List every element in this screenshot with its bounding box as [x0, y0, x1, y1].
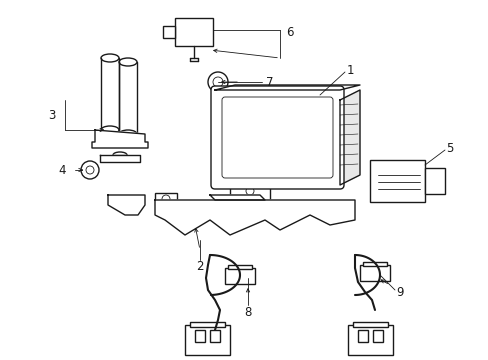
- Ellipse shape: [119, 130, 137, 138]
- Text: 7: 7: [265, 76, 273, 89]
- Circle shape: [86, 166, 94, 174]
- Text: 4: 4: [58, 163, 65, 176]
- Bar: [362, 262, 386, 266]
- Circle shape: [162, 195, 170, 203]
- Bar: [184, 325, 229, 355]
- Bar: [254, 204, 274, 214]
- Bar: [155, 193, 177, 205]
- Polygon shape: [155, 200, 354, 235]
- Polygon shape: [92, 130, 148, 148]
- Bar: [369, 160, 424, 202]
- Circle shape: [239, 122, 270, 154]
- Bar: [227, 265, 251, 269]
- Circle shape: [242, 125, 267, 151]
- Ellipse shape: [113, 152, 127, 158]
- Circle shape: [245, 187, 253, 195]
- Bar: [190, 322, 224, 327]
- Circle shape: [207, 72, 227, 92]
- Bar: [195, 330, 204, 342]
- Bar: [224, 268, 254, 284]
- Bar: [372, 330, 382, 342]
- Text: 1: 1: [346, 63, 353, 77]
- Bar: [224, 204, 244, 214]
- Text: 8: 8: [244, 306, 251, 319]
- Bar: [195, 204, 215, 214]
- Ellipse shape: [119, 58, 137, 66]
- Bar: [175, 18, 213, 46]
- Bar: [163, 26, 175, 38]
- Circle shape: [213, 77, 223, 87]
- Text: 9: 9: [395, 285, 403, 298]
- Text: 3: 3: [48, 108, 56, 122]
- Bar: [347, 325, 392, 355]
- Bar: [285, 204, 305, 214]
- Polygon shape: [100, 155, 140, 162]
- Bar: [424, 168, 444, 194]
- Polygon shape: [209, 195, 264, 200]
- FancyBboxPatch shape: [210, 86, 343, 189]
- Bar: [357, 330, 367, 342]
- Bar: [209, 330, 220, 342]
- Ellipse shape: [101, 126, 119, 134]
- Circle shape: [286, 125, 312, 151]
- Circle shape: [284, 122, 315, 154]
- Circle shape: [121, 201, 129, 209]
- Polygon shape: [108, 195, 145, 215]
- Polygon shape: [339, 90, 359, 185]
- Bar: [359, 265, 389, 281]
- Text: 6: 6: [285, 26, 293, 39]
- Circle shape: [81, 161, 99, 179]
- Bar: [229, 183, 269, 200]
- Bar: [352, 322, 387, 327]
- Text: 5: 5: [446, 141, 453, 154]
- Text: 2: 2: [196, 260, 203, 273]
- FancyBboxPatch shape: [222, 97, 332, 178]
- Ellipse shape: [101, 54, 119, 62]
- Polygon shape: [215, 85, 359, 90]
